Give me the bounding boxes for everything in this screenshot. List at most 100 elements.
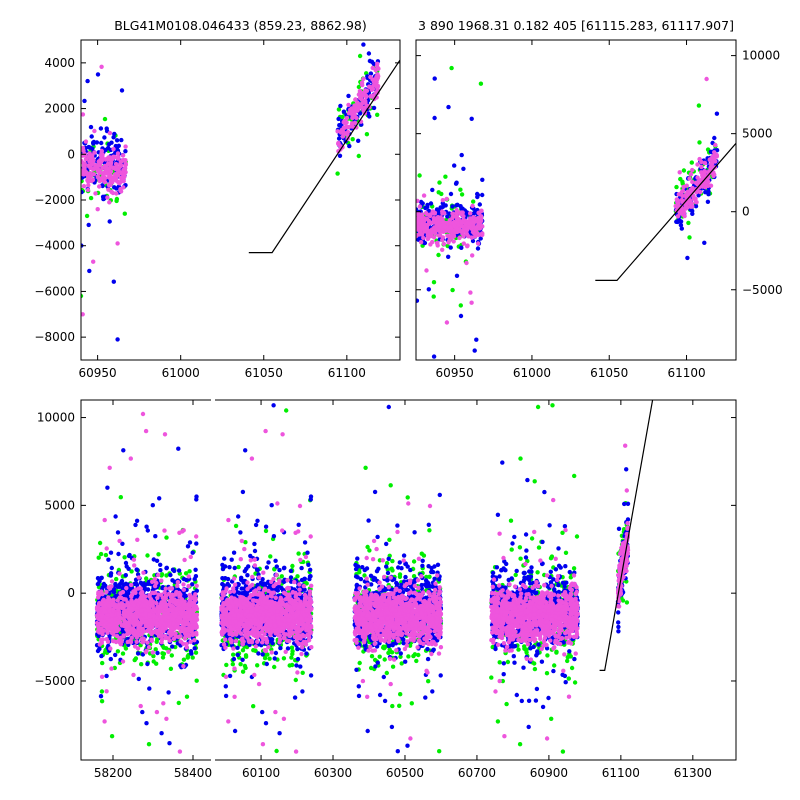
data-point — [133, 587, 138, 592]
data-point — [145, 587, 151, 592]
data-point — [102, 517, 107, 523]
data-point — [445, 233, 450, 238]
data-point — [86, 222, 91, 228]
data-point — [154, 661, 159, 666]
data-point — [421, 235, 426, 241]
data-point — [104, 673, 109, 679]
data-point — [252, 548, 258, 554]
data-point — [368, 94, 373, 99]
data-point — [95, 613, 100, 618]
data-point — [194, 612, 200, 617]
data-point — [162, 590, 167, 595]
data-point — [135, 609, 140, 614]
data-point — [235, 645, 240, 650]
data-point — [368, 71, 374, 76]
data-point — [108, 169, 114, 174]
data-point — [123, 162, 128, 167]
outlier-point — [444, 320, 450, 325]
data-point — [129, 594, 134, 599]
data-point — [99, 699, 105, 704]
data-point — [292, 695, 298, 700]
data-point — [135, 567, 140, 573]
data-point — [479, 218, 484, 224]
data-point — [169, 653, 174, 658]
data-point — [232, 565, 237, 571]
model-line — [248, 58, 400, 254]
outlier-point — [458, 303, 463, 308]
data-point — [181, 587, 186, 592]
data-point — [703, 169, 708, 175]
data-point — [371, 61, 376, 67]
data-point — [81, 189, 84, 195]
data-point — [470, 238, 476, 244]
data-point — [121, 178, 126, 184]
data-point — [680, 179, 685, 184]
data-point — [363, 88, 368, 93]
data-point — [171, 620, 176, 626]
data-point — [243, 654, 249, 659]
data-point — [274, 748, 279, 754]
data-point — [431, 280, 437, 285]
data-point — [117, 571, 122, 576]
data-point — [676, 192, 681, 197]
data-point — [421, 193, 427, 198]
data-point — [144, 721, 149, 726]
data-point — [304, 651, 309, 656]
data-point — [136, 676, 141, 682]
data-point — [98, 694, 104, 699]
data-point — [187, 603, 193, 609]
data-point — [99, 140, 104, 146]
data-point — [336, 116, 341, 122]
data-point — [260, 577, 265, 582]
data-point — [354, 115, 359, 121]
data-point — [223, 693, 229, 699]
data-point — [231, 550, 237, 555]
data-point — [108, 182, 113, 188]
data-point — [151, 629, 157, 635]
data-point — [367, 84, 372, 89]
data-point — [181, 664, 186, 669]
data-point — [451, 239, 456, 244]
chart-title: 3 890 1968.31 0.182 405 [61115.283, 6111… — [418, 18, 734, 33]
data-point — [674, 184, 679, 190]
data-point — [152, 576, 158, 582]
x-tick-label: 61050 — [590, 366, 628, 380]
data-point — [135, 537, 140, 542]
data-point — [688, 172, 694, 177]
data-point — [416, 220, 421, 225]
data-point — [364, 132, 370, 137]
data-point — [111, 586, 117, 592]
y-tick-label: −5000 — [742, 283, 783, 297]
data-point — [120, 659, 126, 664]
data-point — [241, 580, 246, 585]
data-point — [192, 646, 197, 651]
data-point — [442, 224, 448, 230]
data-point — [174, 611, 179, 616]
data-point — [120, 153, 126, 158]
data-point — [166, 649, 171, 654]
data-point — [464, 260, 469, 266]
data-point — [675, 214, 681, 219]
x-tick-label: 60950 — [436, 366, 474, 380]
data-point — [341, 109, 347, 114]
data-point — [111, 165, 116, 171]
data-point — [679, 197, 684, 203]
y-tick-label: 5000 — [742, 127, 773, 141]
data-point — [298, 664, 303, 669]
data-point — [294, 663, 299, 668]
data-point — [116, 168, 121, 173]
data-point — [680, 193, 685, 199]
data-point — [97, 184, 102, 189]
data-point — [119, 88, 125, 93]
data-point — [231, 656, 237, 662]
data-point — [190, 655, 195, 660]
data-point — [417, 173, 422, 178]
data-point — [451, 214, 456, 219]
data-point — [702, 240, 707, 245]
plot-area-segment-1 — [94, 411, 200, 754]
data-point — [123, 597, 128, 602]
data-point — [113, 514, 118, 519]
data-point — [224, 662, 229, 668]
data-point — [240, 669, 246, 674]
data-point — [367, 114, 372, 119]
